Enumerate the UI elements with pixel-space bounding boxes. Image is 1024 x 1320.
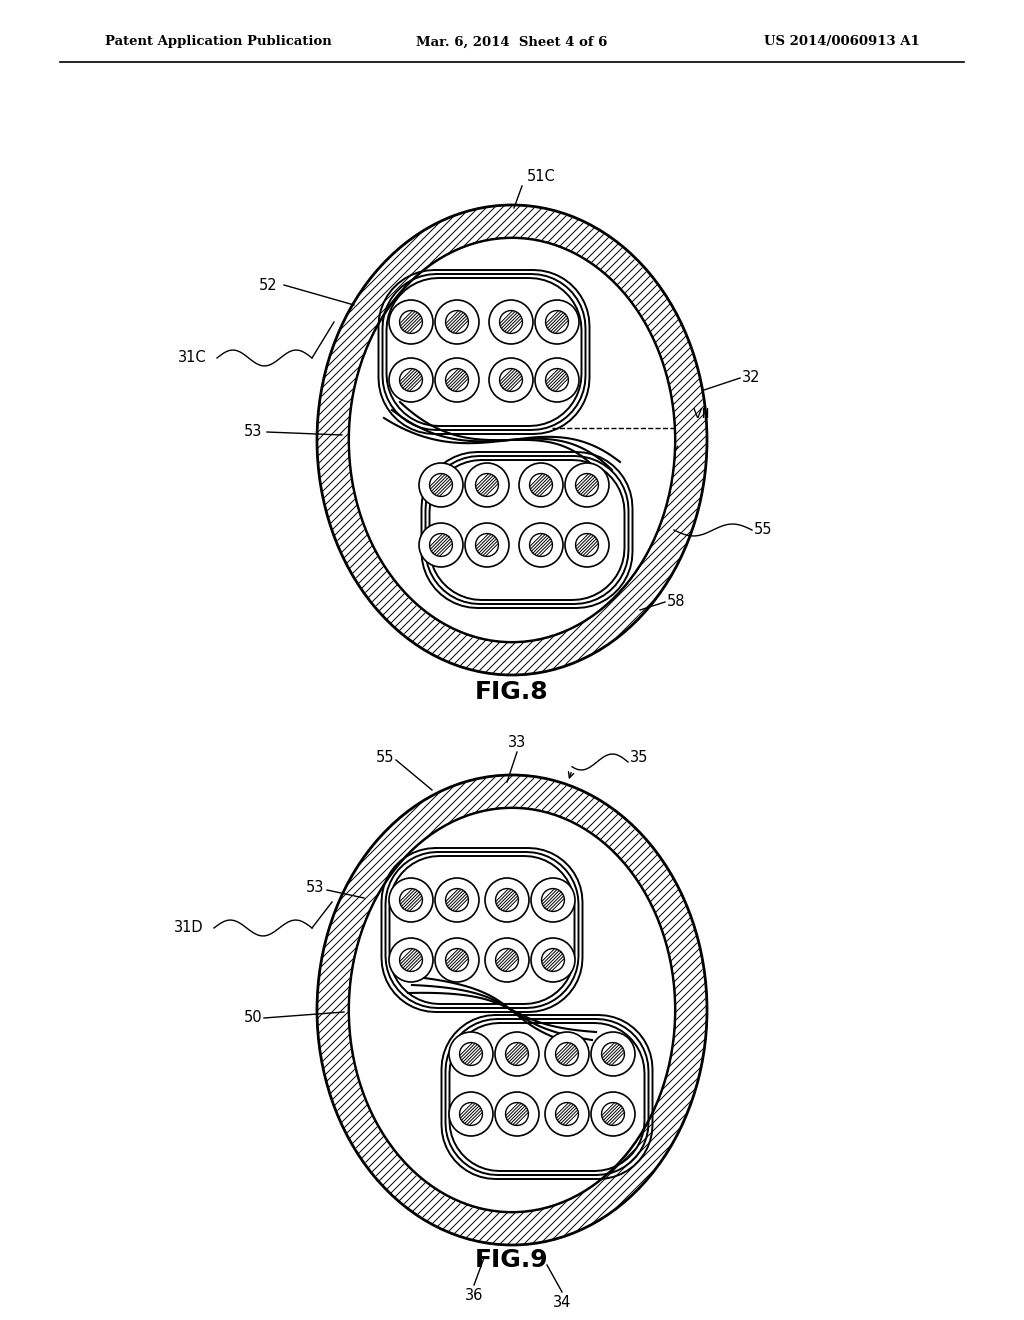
Text: 34: 34 xyxy=(517,562,536,578)
Circle shape xyxy=(445,368,468,392)
Circle shape xyxy=(449,1032,493,1076)
Circle shape xyxy=(429,474,453,496)
Text: 33: 33 xyxy=(542,264,560,280)
Circle shape xyxy=(601,1102,625,1126)
Circle shape xyxy=(389,939,433,982)
Circle shape xyxy=(435,878,479,921)
Ellipse shape xyxy=(349,808,675,1212)
Circle shape xyxy=(449,1092,493,1137)
Circle shape xyxy=(399,949,423,972)
Text: Patent Application Publication: Patent Application Publication xyxy=(105,36,332,49)
Text: 31D: 31D xyxy=(174,920,204,936)
Circle shape xyxy=(531,939,575,982)
Circle shape xyxy=(519,463,563,507)
Circle shape xyxy=(545,1032,589,1076)
Text: 34: 34 xyxy=(553,1295,571,1309)
Text: 55: 55 xyxy=(376,751,394,766)
Circle shape xyxy=(542,888,564,911)
Circle shape xyxy=(546,368,568,392)
Text: 50: 50 xyxy=(244,1011,262,1026)
Circle shape xyxy=(399,368,423,392)
Text: FIG.8: FIG.8 xyxy=(475,680,549,704)
Text: 55: 55 xyxy=(754,523,772,537)
Text: US 2014/0060913 A1: US 2014/0060913 A1 xyxy=(764,36,920,49)
Text: 33: 33 xyxy=(508,735,526,750)
Circle shape xyxy=(529,533,552,557)
Circle shape xyxy=(531,878,575,921)
Circle shape xyxy=(485,939,529,982)
Circle shape xyxy=(475,533,499,557)
Ellipse shape xyxy=(317,205,707,675)
Text: 51D: 51D xyxy=(544,948,573,962)
Circle shape xyxy=(556,1102,579,1126)
Circle shape xyxy=(460,1102,482,1126)
Text: 36: 36 xyxy=(465,1288,483,1303)
Text: Mar. 6, 2014  Sheet 4 of 6: Mar. 6, 2014 Sheet 4 of 6 xyxy=(417,36,607,49)
Circle shape xyxy=(575,533,598,557)
Circle shape xyxy=(591,1032,635,1076)
Text: VII: VII xyxy=(693,407,711,421)
Circle shape xyxy=(489,358,534,403)
Circle shape xyxy=(419,463,463,507)
Circle shape xyxy=(465,463,509,507)
Circle shape xyxy=(475,474,499,496)
Circle shape xyxy=(506,1102,528,1126)
Circle shape xyxy=(546,310,568,334)
Ellipse shape xyxy=(317,775,707,1245)
Circle shape xyxy=(565,463,609,507)
Text: 31C: 31C xyxy=(178,351,207,366)
Text: 53: 53 xyxy=(244,425,262,440)
Circle shape xyxy=(435,300,479,345)
Circle shape xyxy=(389,358,433,403)
Circle shape xyxy=(445,888,468,911)
Text: 35: 35 xyxy=(630,751,648,766)
Text: V: V xyxy=(469,986,479,1002)
Circle shape xyxy=(542,949,564,972)
Circle shape xyxy=(506,1043,528,1065)
Circle shape xyxy=(519,523,563,568)
Text: 36: 36 xyxy=(487,581,506,595)
Text: V: V xyxy=(446,1023,456,1038)
Circle shape xyxy=(496,888,518,911)
Circle shape xyxy=(489,300,534,345)
Text: 58: 58 xyxy=(667,594,685,610)
Ellipse shape xyxy=(349,238,675,642)
Circle shape xyxy=(575,474,598,496)
Text: 35: 35 xyxy=(472,321,490,335)
Circle shape xyxy=(485,878,529,921)
Ellipse shape xyxy=(349,808,675,1212)
Text: 51C: 51C xyxy=(527,169,556,183)
Circle shape xyxy=(399,310,423,334)
Circle shape xyxy=(591,1092,635,1137)
Circle shape xyxy=(389,300,433,345)
Text: FIG.9: FIG.9 xyxy=(475,1247,549,1272)
Circle shape xyxy=(545,1092,589,1137)
Circle shape xyxy=(601,1043,625,1065)
Circle shape xyxy=(435,939,479,982)
Ellipse shape xyxy=(349,238,675,642)
Circle shape xyxy=(389,878,433,921)
Text: 32: 32 xyxy=(742,371,761,385)
Circle shape xyxy=(419,523,463,568)
Circle shape xyxy=(465,523,509,568)
Circle shape xyxy=(529,474,552,496)
Circle shape xyxy=(500,368,522,392)
Circle shape xyxy=(565,523,609,568)
Circle shape xyxy=(445,949,468,972)
Text: 53: 53 xyxy=(305,880,324,895)
Circle shape xyxy=(495,1092,539,1137)
Circle shape xyxy=(460,1043,482,1065)
Circle shape xyxy=(535,300,579,345)
Circle shape xyxy=(535,358,579,403)
Circle shape xyxy=(399,888,423,911)
Circle shape xyxy=(435,358,479,403)
Text: VII: VII xyxy=(575,399,593,413)
Text: 52: 52 xyxy=(258,277,278,293)
Circle shape xyxy=(556,1043,579,1065)
Circle shape xyxy=(495,1032,539,1076)
Circle shape xyxy=(445,310,468,334)
Circle shape xyxy=(429,533,453,557)
Circle shape xyxy=(500,310,522,334)
Circle shape xyxy=(496,949,518,972)
